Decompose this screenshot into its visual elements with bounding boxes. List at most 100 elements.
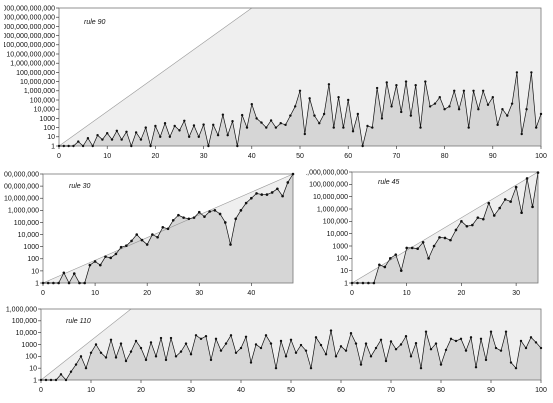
chart-0-data-point (169, 136, 171, 138)
chart-rule-90-svg: 110100100010,000100,0001,000,00010,000,0… (4, 4, 549, 164)
chart-3-data-point (50, 379, 52, 381)
chart-3-data-point (410, 355, 412, 357)
chart-1-y-tick-label: 1000 (23, 244, 39, 251)
chart-2-y-tick-label: 10,000 (327, 231, 349, 238)
chart-3-data-point (190, 353, 192, 355)
chart-3-data-point (130, 350, 132, 352)
chart-2-data-point (477, 216, 480, 219)
chart-2-y-tick-label: 100 (336, 256, 348, 263)
chart-3-data-point (390, 340, 392, 342)
chart-3-data-point (150, 341, 152, 343)
chart-1-data-point (224, 221, 227, 224)
chart-0-y-tick-label: 10,000 (34, 107, 56, 114)
chart-3-data-point (470, 336, 472, 338)
chart-3-data-point (125, 360, 127, 362)
chart-0-data-point (207, 145, 209, 147)
chart-0-data-point (198, 136, 200, 138)
chart-2-data-point (526, 177, 529, 180)
chart-1-y-tick-label: 10,000,000 (4, 196, 39, 203)
chart-0-data-point (434, 102, 436, 104)
chart-0-data-point (414, 84, 416, 86)
chart-0-data-point (361, 145, 363, 147)
chart-1-data-point (47, 282, 50, 285)
chart-3-data-point (45, 379, 47, 381)
chart-3-data-point (535, 341, 537, 343)
chart-2-data-point (460, 220, 463, 223)
chart-1-data-point (214, 209, 217, 212)
chart-2-data-point (411, 247, 414, 250)
chart-1-data-point (104, 255, 107, 258)
chart-1-data-point (156, 236, 159, 239)
chart-0-data-point (535, 126, 537, 128)
chart-2-data-point (400, 269, 403, 272)
chart-1-y-tick-label: 10 (31, 268, 39, 275)
chart-rule-45-svg: 110100100010,000100,0001,000,00010,000,0… (306, 168, 549, 300)
chart-0-y-tick-label: 100 (43, 125, 55, 132)
chart-rule-90: 1 10 100 1000 10,000 100,000 1,000,000 10,000,0… (4, 4, 549, 164)
chart-3-data-point (490, 331, 492, 333)
chart-0-y-tick-label: 10,000,000,000,000 (4, 24, 55, 31)
chart-0-y-tick-label: 100,000,000,000 (4, 42, 55, 49)
chart-3-data-point (515, 367, 517, 369)
chart-0-data-point (154, 125, 156, 127)
chart-0-data-point (159, 136, 161, 138)
chart-rule-30-svg: 110100100010,000100,0001,000,00010,000,0… (4, 168, 301, 300)
chart-2-data-point (367, 282, 370, 285)
chart-0-data-point (202, 123, 204, 125)
chart-3-title: rule 110 (66, 318, 91, 325)
chart-3-data-point (360, 363, 362, 365)
chart-1-y-tick-label: 100,000 (14, 220, 39, 227)
chart-2-data-point (537, 171, 540, 174)
chart-0-data-point (231, 120, 233, 122)
chart-0-data-point (289, 114, 291, 116)
chart-3-y-tick-label: 100 (25, 354, 37, 361)
chart-0-data-point (506, 114, 508, 116)
chart-1-data-point (57, 282, 60, 285)
chart-1-data-point (193, 216, 196, 219)
chart-2-data-point (438, 236, 441, 239)
chart-0-data-point (525, 108, 527, 110)
chart-0-data-point (540, 113, 542, 115)
chart-2-data-point (384, 266, 387, 269)
chart-3-data-point (55, 379, 57, 381)
chart-1-data-point (161, 226, 164, 229)
chart-3-data-point (115, 356, 117, 358)
chart-0-data-point (482, 90, 484, 92)
chart-1-data-point (146, 243, 149, 246)
chart-0-data-point (477, 108, 479, 110)
chart-1-x-tick-label: 30 (195, 290, 203, 297)
chart-0-data-point (246, 126, 248, 128)
chart-1-data-point (94, 260, 97, 263)
chart-2-data-point (482, 218, 485, 221)
chart-0-data-point (284, 124, 286, 126)
chart-2-data-point (356, 282, 359, 285)
chart-3-data-point (345, 349, 347, 351)
chart-2-data-point (455, 229, 458, 232)
chart-2-data-point (405, 247, 408, 250)
chart-2-data-point (509, 200, 512, 203)
chart-2-data-point (427, 257, 430, 260)
chart-0-data-point (496, 124, 498, 126)
chart-1-data-point (167, 227, 170, 230)
chart-3-data-point (315, 336, 317, 338)
chart-1-y-tick-label: 1,000,000,000 (4, 171, 39, 178)
chart-1-data-point (141, 239, 144, 242)
chart-1-data-point (135, 233, 138, 236)
chart-3-data-point (280, 340, 282, 342)
chart-1-data-point (271, 191, 274, 194)
chart-3-data-point (165, 359, 167, 361)
chart-1-x-tick-label: 40 (247, 290, 255, 297)
chart-0-data-point (183, 120, 185, 122)
chart-2-data-point (531, 206, 534, 209)
chart-0-x-tick-label: 50 (296, 153, 304, 160)
chart-0-data-point (463, 90, 465, 92)
chart-0-data-point (87, 137, 89, 139)
chart-0-data-point (173, 125, 175, 127)
chart-0-data-point (227, 134, 229, 136)
chart-0-data-point (318, 122, 320, 124)
chart-0-y-tick-label: 1000 (39, 116, 55, 123)
chart-0-data-point (217, 134, 219, 136)
chart-3-data-point (530, 336, 532, 338)
chart-2-data-point (433, 245, 436, 248)
chart-0-x-tick-label: 20 (152, 153, 160, 160)
